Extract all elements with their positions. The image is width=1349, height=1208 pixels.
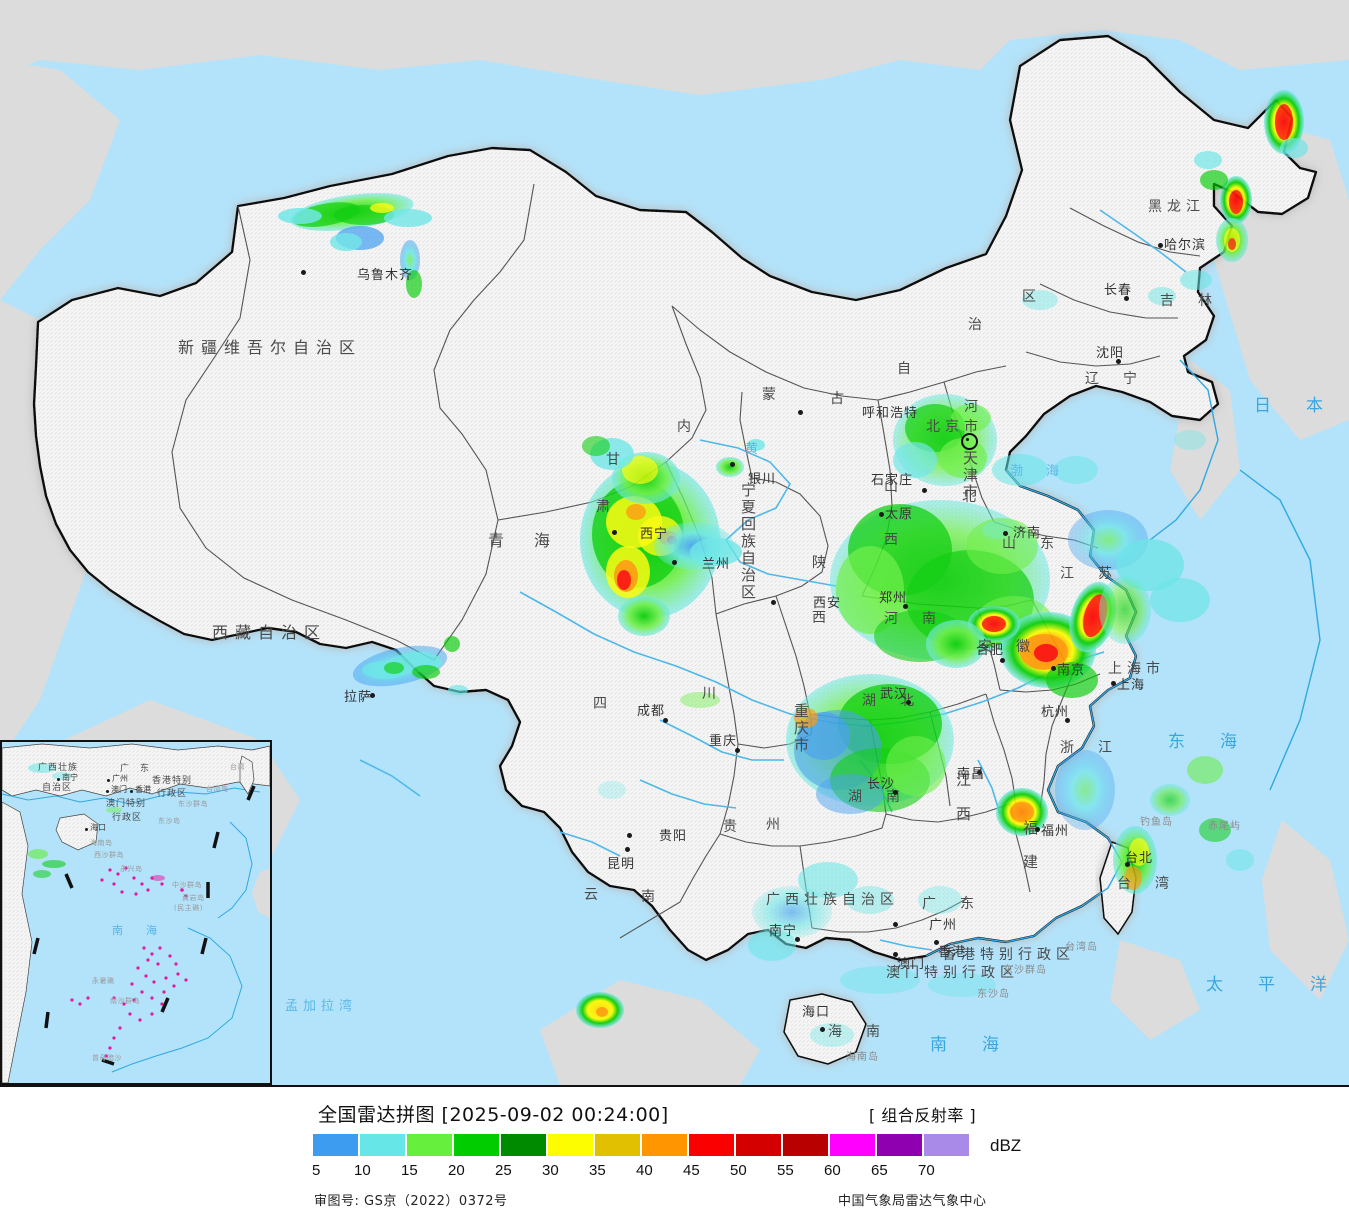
colorbar-tick-10: 10 bbox=[354, 1162, 371, 1179]
colorbar-tick-65: 65 bbox=[871, 1162, 888, 1179]
colorbar-swatch-20 bbox=[454, 1134, 499, 1156]
city-marker-22 bbox=[1051, 666, 1056, 671]
colorbar-tick-20: 20 bbox=[448, 1162, 465, 1179]
city-marker-18 bbox=[977, 770, 982, 775]
south-china-sea-inset-map[interactable]: 广西壮族 自治区广 东香港特别 行政区 澳门特别 行政区 广州 南宁 海口 澳门 香港 台湾 台湾… bbox=[0, 740, 272, 1085]
city-marker-28 bbox=[1116, 359, 1121, 364]
colorbar-swatch-50 bbox=[736, 1134, 781, 1156]
colorbar-tick-15: 15 bbox=[401, 1162, 418, 1179]
city-marker-2 bbox=[612, 530, 617, 535]
colorbar-tick-25: 25 bbox=[495, 1162, 512, 1179]
colorbar-swatch-65 bbox=[877, 1134, 922, 1156]
colorbar-swatch-10 bbox=[360, 1134, 405, 1156]
colorbar-swatch-55 bbox=[783, 1134, 828, 1156]
city-marker-26 bbox=[922, 488, 927, 493]
inset-geometry bbox=[2, 742, 270, 1083]
inset-city-marker-2 bbox=[85, 828, 88, 831]
colorbar-tick-60: 60 bbox=[824, 1162, 841, 1179]
colorbar-swatch-35 bbox=[595, 1134, 640, 1156]
colorbar-swatch-30 bbox=[548, 1134, 593, 1156]
city-marker-9 bbox=[627, 833, 632, 838]
colorbar-swatch-45 bbox=[689, 1134, 734, 1156]
colorbar-swatch-40 bbox=[642, 1134, 687, 1156]
colorbar-tick-35: 35 bbox=[589, 1162, 606, 1179]
reflectivity-colorbar bbox=[313, 1134, 971, 1156]
city-marker-20 bbox=[1065, 718, 1070, 723]
city-marker-15 bbox=[893, 952, 898, 957]
city-marker-11 bbox=[795, 937, 800, 942]
map-approval-number: 审图号: GS京（2022）0372号 bbox=[314, 1194, 508, 1208]
city-marker-10 bbox=[625, 847, 630, 852]
city-marker-6 bbox=[771, 600, 776, 605]
city-marker-24 bbox=[903, 604, 908, 609]
capital-marker-beijing bbox=[961, 433, 978, 450]
legend-title: 全国雷达拼图 [2025-09-02 00:24:00] bbox=[318, 1104, 669, 1126]
city-marker-4 bbox=[730, 462, 735, 467]
city-marker-14 bbox=[934, 940, 939, 945]
city-marker-16 bbox=[893, 790, 898, 795]
city-marker-12 bbox=[820, 1027, 825, 1032]
city-marker-31 bbox=[1125, 862, 1130, 867]
colorbar-tick-5: 5 bbox=[312, 1162, 321, 1179]
colorbar-tick-50: 50 bbox=[730, 1162, 747, 1179]
colorbar-swatch-70 bbox=[924, 1134, 969, 1156]
city-marker-30 bbox=[1158, 243, 1163, 248]
city-marker-5 bbox=[798, 410, 803, 415]
colorbar-tick-40: 40 bbox=[636, 1162, 653, 1179]
city-marker-0 bbox=[301, 270, 306, 275]
inset-city-marker-3 bbox=[106, 790, 109, 793]
city-marker-19 bbox=[1035, 827, 1040, 832]
colorbar-swatch-60 bbox=[830, 1134, 875, 1156]
city-marker-29 bbox=[1124, 296, 1129, 301]
legend-panel: 全国雷达拼图 [2025-09-02 00:24:00] [ 组合反射率 ] d… bbox=[0, 1085, 1349, 1208]
city-marker-1 bbox=[370, 693, 375, 698]
colorbar-tick-45: 45 bbox=[683, 1162, 700, 1179]
city-marker-17 bbox=[906, 700, 911, 705]
city-marker-3 bbox=[672, 560, 677, 565]
city-marker-21 bbox=[1111, 681, 1116, 686]
colorbar-tick-55: 55 bbox=[777, 1162, 794, 1179]
legend-product-label: [ 组合反射率 ] bbox=[869, 1106, 977, 1125]
colorbar-tick-30: 30 bbox=[542, 1162, 559, 1179]
city-marker-13 bbox=[893, 922, 898, 927]
colorbar-tick-70: 70 bbox=[918, 1162, 935, 1179]
city-marker-25 bbox=[1003, 531, 1008, 536]
colorbar-swatch-5 bbox=[313, 1134, 358, 1156]
colorbar-swatch-25 bbox=[501, 1134, 546, 1156]
dbz-unit-label: dBZ bbox=[990, 1136, 1022, 1155]
map-geometry bbox=[0, 0, 1349, 1085]
inset-city-marker-1 bbox=[57, 778, 60, 781]
inset-city-marker-0 bbox=[107, 779, 110, 782]
city-marker-8 bbox=[735, 748, 740, 753]
china-radar-map[interactable]: 新疆维吾尔自治区 西藏自治区青 海甘肃内蒙古自治区宁夏回族自治区陕西四川云南贵州重… bbox=[0, 0, 1349, 1085]
organization-credit: 中国气象局雷达气象中心 bbox=[838, 1194, 987, 1208]
city-marker-7 bbox=[663, 718, 668, 723]
inset-city-marker-4 bbox=[130, 790, 133, 793]
city-marker-27 bbox=[879, 512, 884, 517]
city-marker-23 bbox=[1000, 658, 1005, 663]
colorbar-swatch-15 bbox=[407, 1134, 452, 1156]
